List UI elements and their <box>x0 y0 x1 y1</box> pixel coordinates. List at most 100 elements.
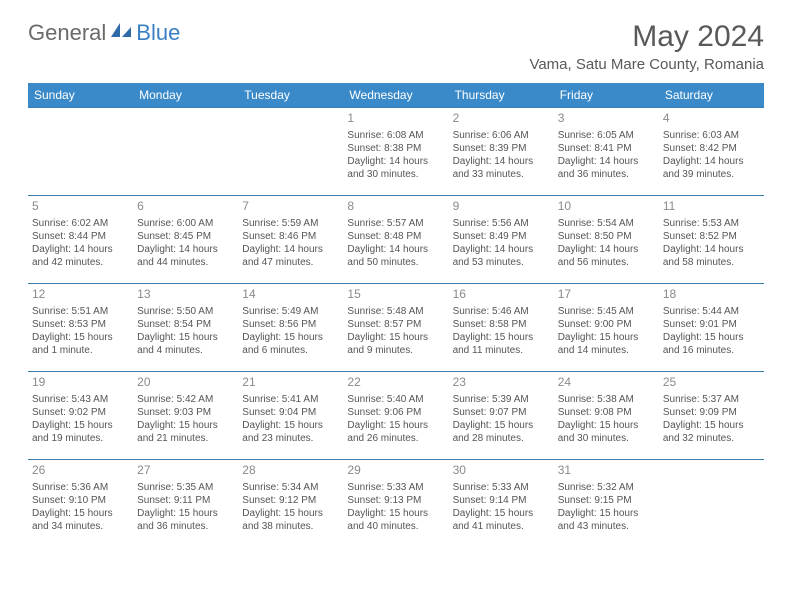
calendar-cell: 25Sunrise: 5:37 AMSunset: 9:09 PMDayligh… <box>659 372 764 460</box>
sunset: Sunset: 8:38 PM <box>347 142 444 155</box>
calendar-cell <box>28 108 133 196</box>
sunset: Sunset: 9:13 PM <box>347 494 444 507</box>
sunrise: Sunrise: 5:49 AM <box>242 305 339 318</box>
daylight: Daylight: 14 hours and 44 minutes. <box>137 243 234 269</box>
daylight: Daylight: 15 hours and 26 minutes. <box>347 419 444 445</box>
daylight: Daylight: 15 hours and 36 minutes. <box>137 507 234 533</box>
calendar-row: 5Sunrise: 6:02 AMSunset: 8:44 PMDaylight… <box>28 196 764 284</box>
sunrise: Sunrise: 5:57 AM <box>347 217 444 230</box>
daylight: Daylight: 14 hours and 47 minutes. <box>242 243 339 269</box>
sunrise: Sunrise: 5:37 AM <box>663 393 760 406</box>
calendar-cell: 13Sunrise: 5:50 AMSunset: 8:54 PMDayligh… <box>133 284 238 372</box>
day-number: 20 <box>137 375 234 391</box>
calendar-cell <box>659 460 764 548</box>
weekday-header: Monday <box>133 83 238 108</box>
logo: General Blue <box>28 20 180 46</box>
day-number: 6 <box>137 199 234 215</box>
weekday-header: Thursday <box>449 83 554 108</box>
sunrise: Sunrise: 5:40 AM <box>347 393 444 406</box>
sunset: Sunset: 8:46 PM <box>242 230 339 243</box>
sunset: Sunset: 8:50 PM <box>558 230 655 243</box>
calendar-cell: 26Sunrise: 5:36 AMSunset: 9:10 PMDayligh… <box>28 460 133 548</box>
daylight: Daylight: 15 hours and 43 minutes. <box>558 507 655 533</box>
calendar-cell: 10Sunrise: 5:54 AMSunset: 8:50 PMDayligh… <box>554 196 659 284</box>
sunset: Sunset: 8:39 PM <box>453 142 550 155</box>
daylight: Daylight: 15 hours and 34 minutes. <box>32 507 129 533</box>
sunrise: Sunrise: 6:05 AM <box>558 129 655 142</box>
daylight: Daylight: 15 hours and 30 minutes. <box>558 419 655 445</box>
calendar-cell <box>238 108 343 196</box>
calendar-row: 26Sunrise: 5:36 AMSunset: 9:10 PMDayligh… <box>28 460 764 548</box>
daylight: Daylight: 14 hours and 58 minutes. <box>663 243 760 269</box>
day-number: 10 <box>558 199 655 215</box>
calendar-row: 1Sunrise: 6:08 AMSunset: 8:38 PMDaylight… <box>28 108 764 196</box>
sunset: Sunset: 9:06 PM <box>347 406 444 419</box>
daylight: Daylight: 15 hours and 1 minute. <box>32 331 129 357</box>
logo-text-2: Blue <box>136 20 180 45</box>
day-number: 26 <box>32 463 129 479</box>
sunset: Sunset: 9:01 PM <box>663 318 760 331</box>
calendar-row: 12Sunrise: 5:51 AMSunset: 8:53 PMDayligh… <box>28 284 764 372</box>
calendar-cell: 24 Sunrise: 5:38 AMSunset: 9:08 PMDayligh… <box>554 372 659 460</box>
day-number: 24 <box>558 375 655 391</box>
sunrise: Sunrise: 5:38 AM <box>558 393 655 406</box>
sunset: Sunset: 9:08 PM <box>558 406 655 419</box>
sunset: Sunset: 9:09 PM <box>663 406 760 419</box>
calendar-cell: 21Sunrise: 5:41 AMSunset: 9:04 PMDayligh… <box>238 372 343 460</box>
calendar-cell: 6Sunrise: 6:00 AMSunset: 8:45 PMDaylight… <box>133 196 238 284</box>
day-number: 22 <box>347 375 444 391</box>
weekday-header: Tuesday <box>238 83 343 108</box>
month-title: May 2024 <box>529 20 764 54</box>
sunset: Sunset: 9:07 PM <box>453 406 550 419</box>
calendar-cell: 23Sunrise: 5:39 AMSunset: 9:07 PMDayligh… <box>449 372 554 460</box>
sunrise: Sunrise: 5:51 AM <box>32 305 129 318</box>
calendar-cell: 9Sunrise: 5:56 AMSunset: 8:49 PMDaylight… <box>449 196 554 284</box>
sunrise: Sunrise: 5:45 AM <box>558 305 655 318</box>
calendar-cell: 30Sunrise: 5:33 AMSunset: 9:14 PMDayligh… <box>449 460 554 548</box>
calendar-cell: 17Sunrise: 5:45 AMSunset: 9:00 PMDayligh… <box>554 284 659 372</box>
calendar-cell: 2Sunrise: 6:06 AMSunset: 8:39 PMDaylight… <box>449 108 554 196</box>
sunrise: Sunrise: 5:46 AM <box>453 305 550 318</box>
day-number: 8 <box>347 199 444 215</box>
sunset: Sunset: 8:56 PM <box>242 318 339 331</box>
calendar-cell: 1Sunrise: 6:08 AMSunset: 8:38 PMDaylight… <box>343 108 448 196</box>
sunset: Sunset: 8:54 PM <box>137 318 234 331</box>
sunset: Sunset: 9:02 PM <box>32 406 129 419</box>
sunrise: Sunrise: 5:39 AM <box>453 393 550 406</box>
day-number: 28 <box>242 463 339 479</box>
sunrise: Sunrise: 6:06 AM <box>453 129 550 142</box>
daylight: Daylight: 15 hours and 9 minutes. <box>347 331 444 357</box>
sunrise: Sunrise: 5:33 AM <box>453 481 550 494</box>
day-number: 23 <box>453 375 550 391</box>
weekday-header: Friday <box>554 83 659 108</box>
day-number: 9 <box>453 199 550 215</box>
sunset: Sunset: 9:03 PM <box>137 406 234 419</box>
title-block: May 2024 Vama, Satu Mare County, Romania <box>529 20 764 79</box>
sunrise: Sunrise: 5:35 AM <box>137 481 234 494</box>
sunset: Sunset: 8:42 PM <box>663 142 760 155</box>
daylight: Daylight: 15 hours and 16 minutes. <box>663 331 760 357</box>
day-number: 1 <box>347 111 444 127</box>
calendar-row: 19Sunrise: 5:43 AMSunset: 9:02 PMDayligh… <box>28 372 764 460</box>
daylight: Daylight: 15 hours and 4 minutes. <box>137 331 234 357</box>
sunrise: Sunrise: 5:44 AM <box>663 305 760 318</box>
daylight: Daylight: 15 hours and 19 minutes. <box>32 419 129 445</box>
sunrise: Sunrise: 5:50 AM <box>137 305 234 318</box>
calendar-body: 1Sunrise: 6:08 AMSunset: 8:38 PMDaylight… <box>28 108 764 548</box>
daylight: Daylight: 15 hours and 32 minutes. <box>663 419 760 445</box>
daylight: Daylight: 14 hours and 33 minutes. <box>453 155 550 181</box>
day-number: 7 <box>242 199 339 215</box>
day-number: 14 <box>242 287 339 303</box>
calendar-cell: 28Sunrise: 5:34 AMSunset: 9:12 PMDayligh… <box>238 460 343 548</box>
sunset: Sunset: 8:49 PM <box>453 230 550 243</box>
calendar-head: SundayMondayTuesdayWednesdayThursdayFrid… <box>28 83 764 108</box>
calendar-cell: 27Sunrise: 5:35 AMSunset: 9:11 PMDayligh… <box>133 460 238 548</box>
calendar-cell: 19Sunrise: 5:43 AMSunset: 9:02 PMDayligh… <box>28 372 133 460</box>
sunrise: Sunrise: 5:36 AM <box>32 481 129 494</box>
calendar-cell: 18 Sunrise: 5:44 AMSunset: 9:01 PMDayligh… <box>659 284 764 372</box>
day-number: 18 <box>663 287 760 303</box>
calendar-cell <box>133 108 238 196</box>
daylight: Daylight: 15 hours and 40 minutes. <box>347 507 444 533</box>
location: Vama, Satu Mare County, Romania <box>529 56 764 73</box>
sunrise: Sunrise: 6:00 AM <box>137 217 234 230</box>
